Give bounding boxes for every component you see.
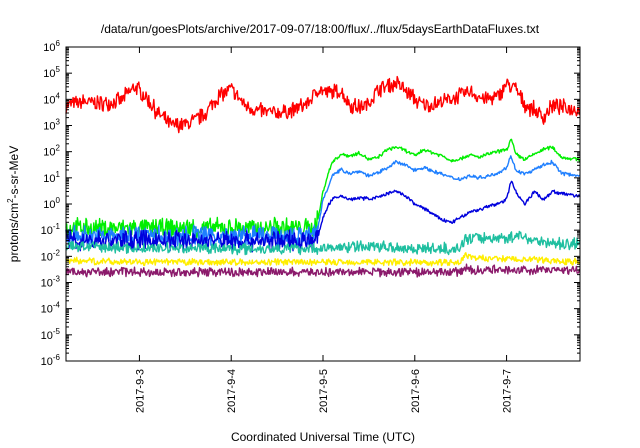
series-line-3 <box>65 155 581 248</box>
y-axis-label-tail: -s-sr-MeV <box>7 146 21 199</box>
y-tick-label: 105 <box>43 65 60 80</box>
series-line-4 <box>65 180 581 253</box>
y-tick-label-base: 10 <box>43 173 55 185</box>
series-line-7 <box>65 263 581 278</box>
y-tick-label-exp: 3 <box>56 118 61 127</box>
y-tick-label: 10-2 <box>41 248 61 263</box>
y-tick-label-base: 10 <box>41 356 53 368</box>
y-axis-label: protons/cm2-s-sr-MeV <box>6 146 21 262</box>
y-axis-label-base: protons/cm <box>7 203 21 262</box>
chart-title: /data/run/goesPlots/archive/2017-09-07/1… <box>101 22 540 36</box>
plot-frame <box>65 46 581 362</box>
y-tick-label-exp: 5 <box>56 65 61 74</box>
x-tick-label: 2017-9-4 <box>226 369 238 413</box>
series-line-1 <box>65 75 581 134</box>
x-tick-label: 2017-9-7 <box>502 369 514 413</box>
x-tick-label: 2017-9-5 <box>318 369 330 413</box>
y-tick-label-exp: -1 <box>53 222 61 231</box>
axis-layer: 10610510410310210110010-110-210-310-410-… <box>41 39 580 413</box>
y-tick-label-exp: -3 <box>53 275 61 284</box>
y-tick-label-exp: -4 <box>53 301 61 310</box>
series-line-6 <box>65 252 581 267</box>
y-tick-label-exp: 2 <box>56 144 61 153</box>
y-tick-label-exp: 4 <box>56 91 61 100</box>
y-tick-label-base: 10 <box>43 121 55 133</box>
y-tick-label-exp: 0 <box>56 196 61 205</box>
y-tick-label-base: 10 <box>41 304 53 316</box>
series-line-2 <box>65 138 581 239</box>
y-tick-label-base: 10 <box>43 199 55 211</box>
y-tick-label-exp: -6 <box>53 353 61 362</box>
y-tick-label-exp: -2 <box>53 248 61 257</box>
y-tick-label-exp: 6 <box>56 39 61 48</box>
y-axis-label-sup: 2 <box>6 198 15 203</box>
y-tick-label: 10-6 <box>41 353 61 368</box>
y-tick-label: 10-5 <box>41 327 61 342</box>
y-tick-label-base: 10 <box>41 278 53 290</box>
y-tick-label: 102 <box>43 144 60 159</box>
series-layer <box>65 75 581 278</box>
y-tick-label-base: 10 <box>43 94 55 106</box>
x-tick-label: 2017-9-3 <box>134 369 146 413</box>
y-tick-label: 100 <box>43 196 60 211</box>
y-tick-label: 10-3 <box>41 275 61 290</box>
y-tick-label: 10-4 <box>41 301 61 316</box>
y-tick-label-exp: -5 <box>53 327 61 336</box>
x-tick-label: 2017-9-6 <box>410 369 422 413</box>
x-axis-label: Coordinated Universal Time (UTC) <box>231 430 415 444</box>
y-tick-label-base: 10 <box>43 68 55 80</box>
y-tick-label-base: 10 <box>41 330 53 342</box>
y-tick-label: 101 <box>43 170 60 185</box>
y-tick-label: 10-1 <box>41 222 61 237</box>
y-tick-label-base: 10 <box>41 225 53 237</box>
y-tick-label-base: 10 <box>43 147 55 159</box>
series-line-5 <box>65 230 581 256</box>
y-tick-label: 103 <box>43 118 60 133</box>
y-tick-label-base: 10 <box>43 42 55 54</box>
y-tick-label: 106 <box>43 39 60 54</box>
y-tick-label: 104 <box>43 91 60 106</box>
y-tick-label-base: 10 <box>41 251 53 263</box>
y-tick-label-exp: 1 <box>56 170 61 179</box>
